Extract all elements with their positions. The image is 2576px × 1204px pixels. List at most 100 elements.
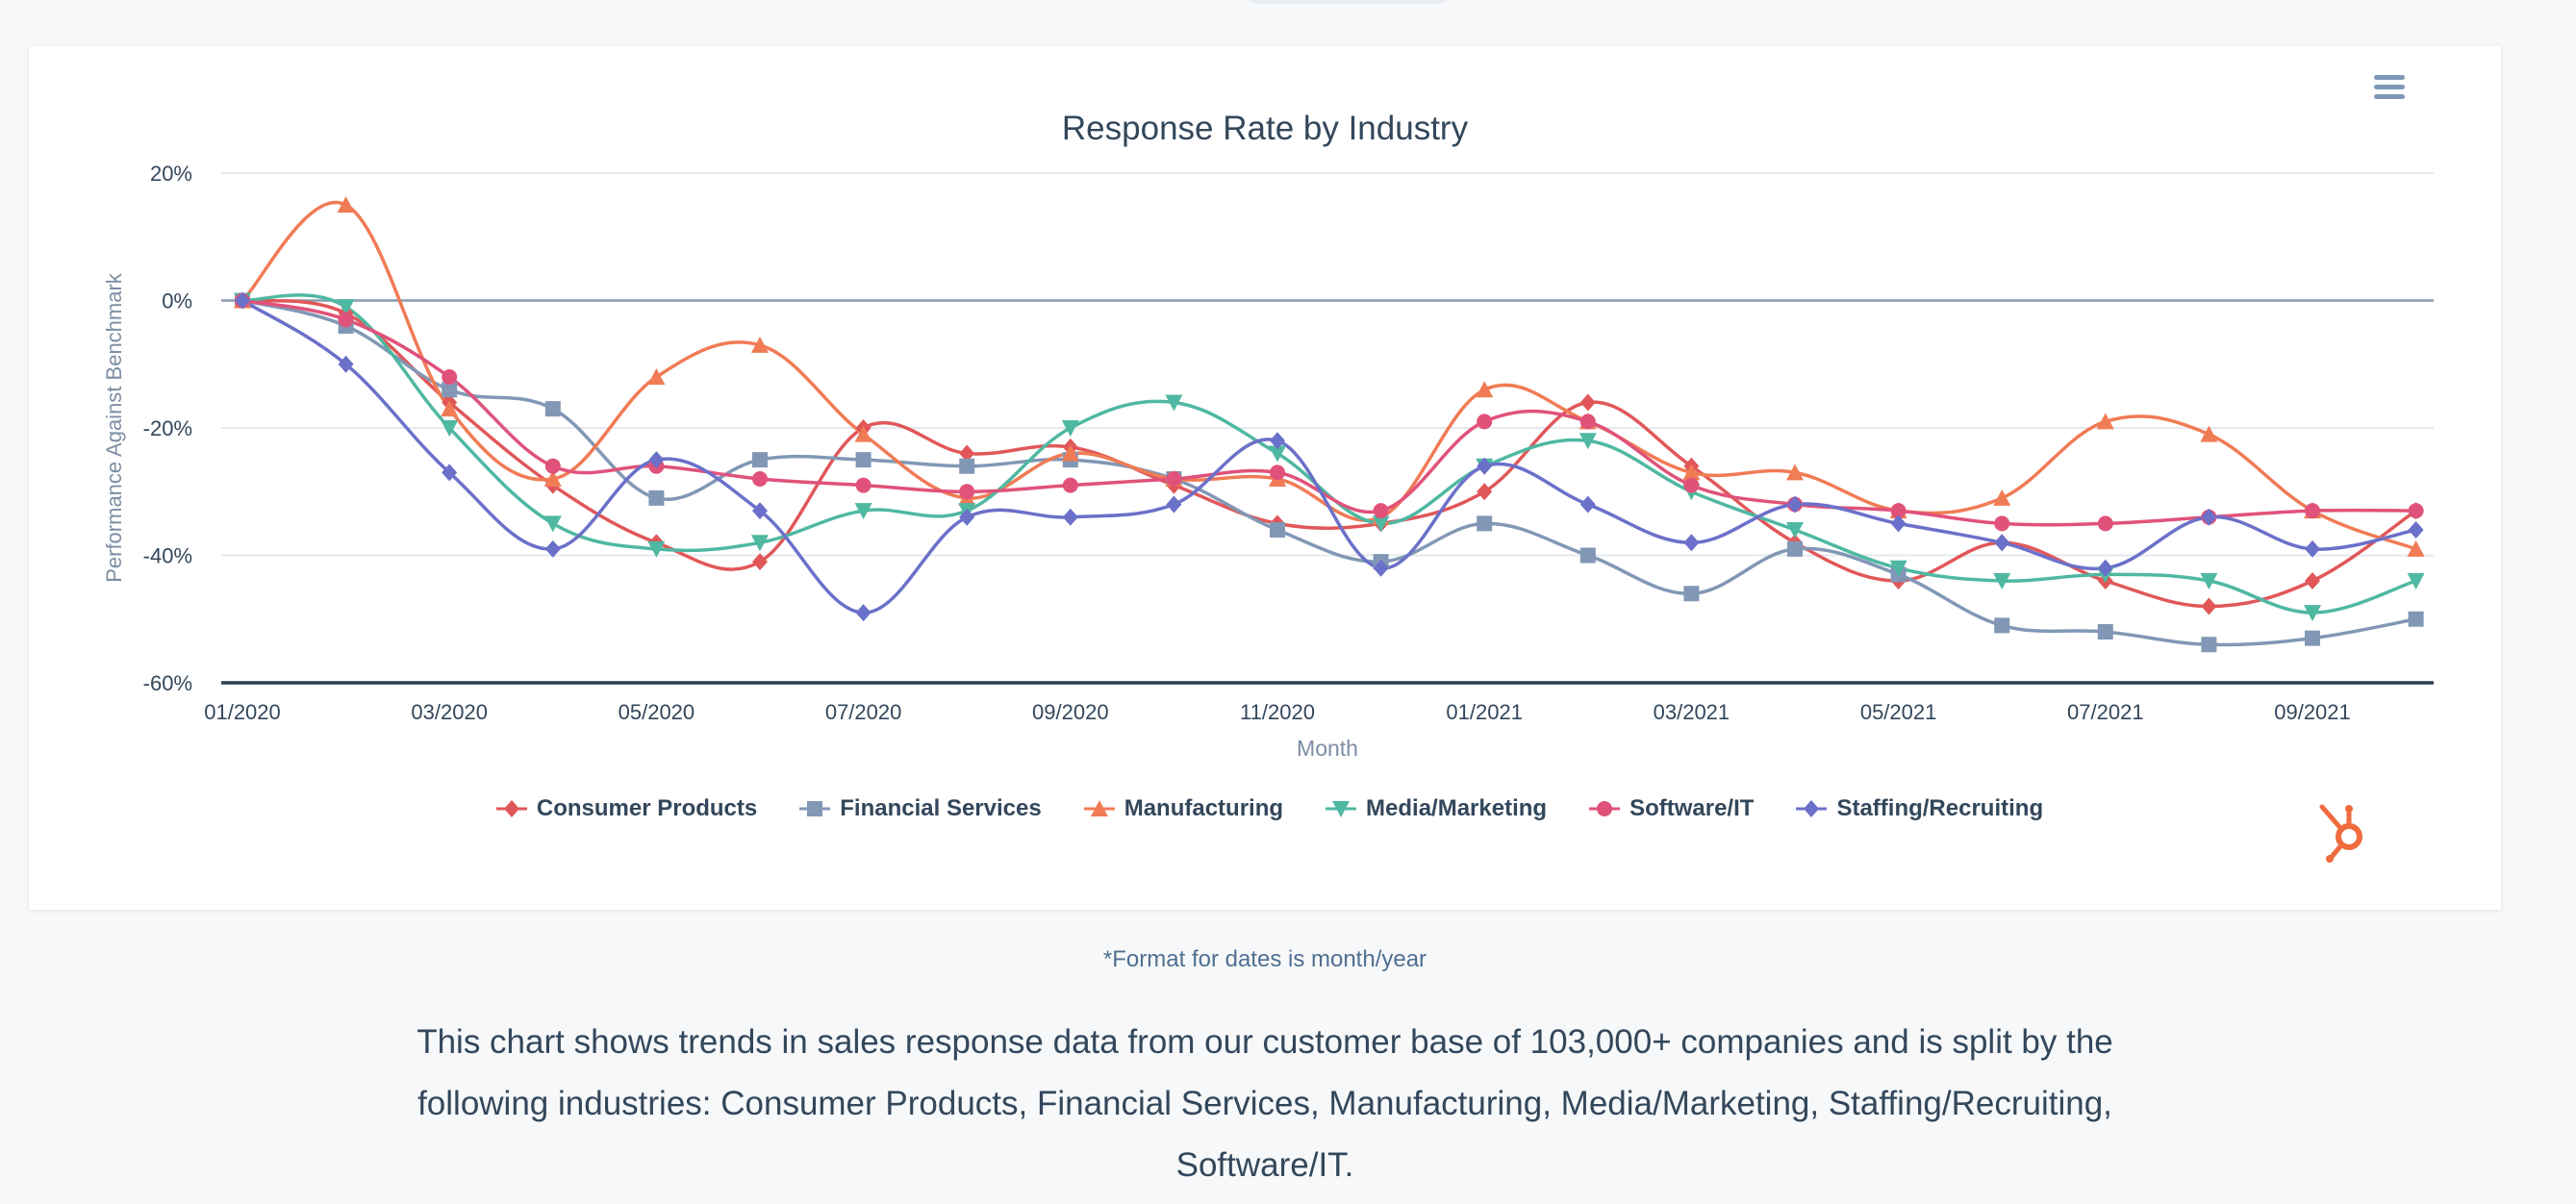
data-point-financial-services [648, 489, 665, 506]
data-point-consumer-products [1579, 393, 1596, 412]
data-point-staffing-recruiting [1166, 495, 1182, 514]
series-line-financial-services[interactable] [241, 298, 2416, 647]
data-point-media-marketing [751, 535, 769, 552]
legend-item[interactable]: Financial Services [797, 795, 1042, 822]
data-point-staffing-recruiting [1683, 534, 1700, 552]
data-point-staffing-recruiting [1477, 457, 1493, 475]
data-point-media-marketing [2407, 573, 2425, 589]
legend-label: Staffing/Recruiting [1836, 795, 2044, 821]
data-point-manufacturing [751, 336, 769, 353]
data-point-staffing-recruiting [1062, 508, 1078, 526]
data-point-financial-services [855, 452, 871, 468]
x-tick-label: 07/2021 [2067, 700, 2144, 724]
data-point-financial-services [1683, 586, 1700, 602]
data-point-software-it [1683, 477, 1700, 493]
y-tick-label: -60% [143, 671, 192, 695]
data-point-consumer-products [2305, 572, 2320, 589]
data-point-financial-services [2305, 630, 2320, 646]
y-tick-label: -40% [143, 544, 192, 568]
data-point-software-it [1579, 414, 1596, 430]
data-point-manufacturing [647, 368, 666, 385]
data-point-media-marketing [441, 420, 459, 437]
menu-bar [2374, 75, 2405, 80]
data-point-staffing-recruiting [544, 539, 561, 558]
data-point-staffing-recruiting [2201, 508, 2217, 526]
data-point-financial-services [1787, 540, 1803, 557]
legend-item[interactable]: Staffing/Recruiting [1794, 795, 2043, 822]
data-point-software-it [1166, 471, 1182, 487]
data-point-media-marketing [1372, 515, 1390, 533]
data-point-manufacturing [1993, 489, 2011, 506]
data-point-manufacturing [2096, 413, 2114, 430]
series-line-media-marketing[interactable] [241, 293, 2417, 615]
x-tick-label: 11/2020 [1240, 700, 1315, 724]
data-point-media-marketing [1269, 445, 1286, 463]
data-point-financial-services [2201, 637, 2217, 653]
data-point-manufacturing [337, 196, 355, 213]
data-point-manufacturing [854, 425, 872, 442]
data-point-financial-services [1270, 522, 1285, 538]
date-format-footnote: *Format for dates is month/year [1102, 946, 1427, 972]
legend-marker [1090, 800, 1108, 816]
data-point-staffing-recruiting [338, 355, 354, 373]
x-axis-label: Month [1297, 736, 1358, 761]
legend-label: Consumer Products [536, 795, 758, 821]
data-point-manufacturing [2407, 539, 2425, 557]
legend-item[interactable]: Manufacturing [1082, 795, 1283, 822]
data-point-software-it [2408, 503, 2424, 519]
data-point-media-marketing [854, 503, 872, 520]
data-point-manufacturing [1786, 464, 1804, 481]
series-line-consumer-products[interactable] [241, 298, 2417, 609]
data-point-manufacturing [1061, 444, 1079, 462]
data-point-media-marketing [1578, 433, 1597, 450]
top-tab [1247, 0, 1449, 4]
data-point-staffing-recruiting [959, 508, 975, 526]
data-point-software-it [959, 484, 975, 500]
data-point-staffing-recruiting [1373, 559, 1389, 577]
legend-label: Financial Services [840, 795, 1042, 821]
data-point-software-it [1062, 477, 1078, 493]
data-point-software-it [1890, 503, 1907, 519]
chart-title: Response Rate by Industry [1062, 110, 1469, 147]
series-line-software-it[interactable] [241, 298, 2416, 527]
data-point-financial-services [1579, 547, 1596, 564]
data-point-staffing-recruiting [1270, 432, 1285, 450]
grid-lines [221, 172, 2434, 685]
data-point-manufacturing [1476, 381, 1494, 398]
data-point-software-it [442, 369, 458, 385]
data-point-media-marketing [647, 540, 666, 558]
chart-menu-button[interactable] [2368, 69, 2411, 108]
data-point-staffing-recruiting [648, 451, 665, 469]
chart-legend: Consumer Products Financial Services Manuf… [0, 795, 2557, 822]
legend-marker [1332, 801, 1351, 817]
y-axis-ticks: 20% 0% -20% -40% -60% [143, 162, 192, 695]
data-point-financial-services [544, 401, 561, 417]
data-point-software-it [2305, 503, 2320, 519]
diamond-icon [495, 800, 527, 817]
legend-item[interactable]: Consumer Products [494, 795, 757, 822]
series-markers [234, 196, 2425, 653]
data-point-media-marketing [2304, 605, 2321, 622]
x-tick-label: 01/2021 [1446, 700, 1523, 724]
data-point-staffing-recruiting [2305, 539, 2320, 558]
legend-item[interactable]: Media/Marketing [1324, 795, 1547, 822]
legend-item[interactable]: Software/IT [1587, 795, 1754, 822]
data-point-financial-services [442, 382, 458, 398]
series-line-staffing-recruiting[interactable] [241, 299, 2416, 615]
data-point-staffing-recruiting [235, 291, 250, 310]
data-point-financial-services [2408, 611, 2424, 627]
y-axis-label: Performance Against Benchmark [102, 272, 126, 583]
x-axis-ticks: 01/2020 03/2020 05/2020 07/2020 09/2020 11/20… [204, 700, 2351, 724]
data-point-staffing-recruiting [2408, 521, 2424, 539]
data-point-staffing-recruiting [855, 604, 871, 622]
data-point-software-it [338, 312, 354, 328]
series-lines [240, 200, 2417, 647]
data-point-staffing-recruiting [1994, 534, 2010, 552]
y-tick-label: 20% [150, 162, 192, 186]
x-tick-label: 09/2021 [2274, 700, 2351, 724]
data-point-media-marketing [1165, 394, 1183, 412]
data-point-staffing-recruiting [2097, 559, 2113, 577]
data-point-staffing-recruiting [1787, 495, 1803, 514]
data-point-media-marketing [1993, 573, 2011, 589]
legend-marker [807, 801, 823, 816]
